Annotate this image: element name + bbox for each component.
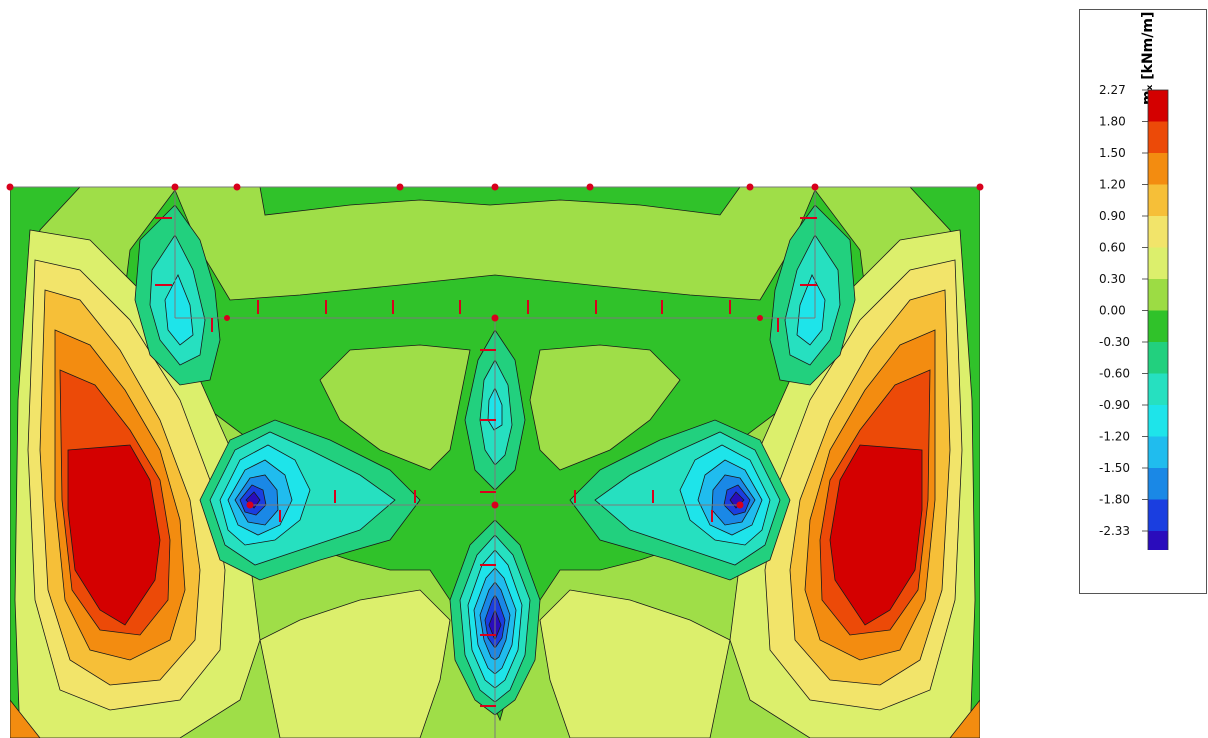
legend-color-scale: 2.27 1.80 1.50 1.20 0.90 0.60 0.30 0.00 -0.30 -0.… <box>1099 83 1169 550</box>
legend-label: 1.80 <box>1099 115 1126 129</box>
contour-hole-left <box>319 344 471 471</box>
contour-top-strip <box>259 187 741 216</box>
legend-label: -1.50 <box>1099 461 1130 475</box>
contour-bottom-left-yellow <box>259 589 451 738</box>
contour-left-2-27 <box>67 444 161 626</box>
legend-swatch <box>1148 405 1168 437</box>
legend-swatch <box>1148 153 1168 185</box>
legend-label: -0.90 <box>1099 398 1130 412</box>
legend-swatch <box>1148 184 1168 217</box>
legend-label: 0.90 <box>1099 209 1126 223</box>
legend-swatch <box>1148 310 1168 343</box>
legend-label: -2.33 <box>1099 524 1130 538</box>
contour-ur-0-90 <box>796 274 826 346</box>
legend-swatch <box>1148 468 1168 500</box>
legend-label: 1.20 <box>1099 178 1126 192</box>
contour-ul-0-90 <box>164 274 194 346</box>
contour-bottom-left-corner <box>10 699 41 738</box>
legend-swatch <box>1148 436 1168 469</box>
legend-swatch <box>1148 121 1168 154</box>
legend-swatch <box>1148 247 1168 280</box>
legend-label: 0.00 <box>1099 304 1126 318</box>
legend-swatch <box>1148 279 1168 311</box>
legend-swatch <box>1148 216 1168 248</box>
legend-label: 0.60 <box>1099 241 1126 255</box>
legend-label: -0.30 <box>1099 335 1130 349</box>
legend-swatch <box>1148 90 1168 122</box>
legend-swatch-border <box>1147 89 1169 550</box>
legend-swatch <box>1148 342 1168 374</box>
legend-swatch <box>1148 531 1168 550</box>
node-markers[interactable] <box>6 183 984 707</box>
legend-label: 2.27 <box>1099 83 1126 97</box>
legend-swatch <box>1148 373 1168 406</box>
contour-hole-right <box>529 344 681 471</box>
legend-swatch <box>1148 499 1168 532</box>
legend-label: 1.50 <box>1099 146 1126 160</box>
contour-right-2-27 <box>829 444 923 626</box>
legend-label: 0.30 <box>1099 272 1126 286</box>
contour-plot[interactable] <box>0 0 1000 738</box>
legend-label: -1.80 <box>1099 493 1130 507</box>
contour-bottom-right-corner <box>949 699 980 738</box>
legend-label: -0.60 <box>1099 367 1130 381</box>
legend-label: -1.20 <box>1099 430 1130 444</box>
contour-bottom-right-yellow <box>539 589 731 738</box>
legend-panel <box>1079 9 1207 594</box>
